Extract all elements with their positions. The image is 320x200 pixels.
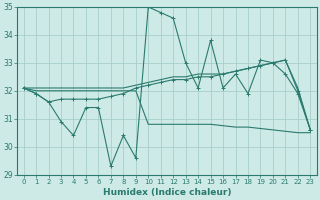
X-axis label: Humidex (Indice chaleur): Humidex (Indice chaleur) bbox=[103, 188, 231, 197]
